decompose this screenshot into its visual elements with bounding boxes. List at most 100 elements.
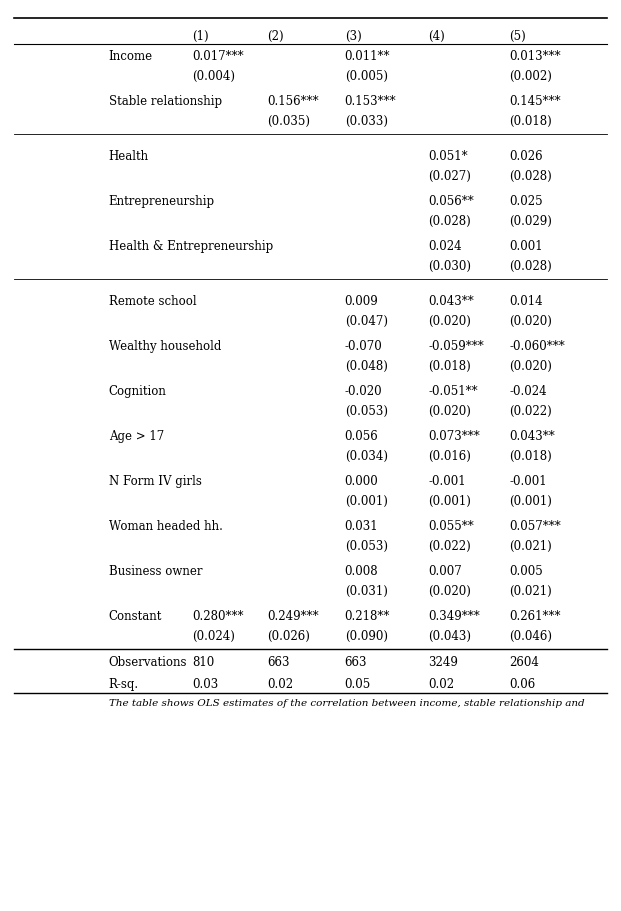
Text: 0.000: 0.000	[345, 475, 378, 488]
Text: (0.033): (0.033)	[345, 115, 388, 128]
Text: (0.001): (0.001)	[345, 495, 388, 508]
Text: (0.029): (0.029)	[509, 215, 552, 228]
Text: Health & Entrepreneurship: Health & Entrepreneurship	[109, 240, 273, 253]
Text: (0.027): (0.027)	[428, 170, 471, 183]
Text: 0.249***: 0.249***	[267, 610, 319, 623]
Text: 0.153***: 0.153***	[345, 95, 396, 108]
Text: 0.014: 0.014	[509, 295, 543, 308]
Text: (2): (2)	[267, 29, 284, 43]
Text: Age > 17: Age > 17	[109, 430, 164, 443]
Text: (0.016): (0.016)	[428, 450, 471, 463]
Text: 0.017***: 0.017***	[193, 50, 244, 63]
Text: (0.020): (0.020)	[428, 315, 471, 328]
Text: 0.011**: 0.011**	[345, 50, 390, 63]
Text: 663: 663	[345, 656, 367, 669]
Text: 0.005: 0.005	[509, 565, 543, 578]
Text: 0.025: 0.025	[509, 195, 543, 208]
Text: 0.043**: 0.043**	[509, 430, 555, 443]
Text: (0.001): (0.001)	[509, 495, 552, 508]
Text: -0.070: -0.070	[345, 340, 383, 353]
Text: (0.022): (0.022)	[428, 540, 471, 553]
Text: 0.031: 0.031	[345, 520, 378, 533]
Text: Cognition: Cognition	[109, 385, 166, 398]
Text: 0.261***: 0.261***	[509, 610, 561, 623]
Text: (5): (5)	[509, 29, 526, 43]
Text: (0.028): (0.028)	[509, 260, 552, 273]
Text: 0.03: 0.03	[193, 678, 219, 691]
Text: 810: 810	[193, 656, 215, 669]
Text: (0.031): (0.031)	[345, 585, 388, 598]
Text: (0.020): (0.020)	[428, 585, 471, 598]
Text: Income: Income	[109, 50, 153, 63]
Text: (0.021): (0.021)	[509, 585, 552, 598]
Text: Observations: Observations	[109, 656, 187, 669]
Text: (0.020): (0.020)	[509, 315, 552, 328]
Text: 0.013***: 0.013***	[509, 50, 561, 63]
Text: (0.035): (0.035)	[267, 115, 310, 128]
Text: (0.047): (0.047)	[345, 315, 388, 328]
Text: (0.030): (0.030)	[428, 260, 471, 273]
Text: 0.06: 0.06	[509, 678, 535, 691]
Text: (0.053): (0.053)	[345, 540, 388, 553]
Text: Wealthy household: Wealthy household	[109, 340, 221, 353]
Text: -0.059***: -0.059***	[428, 340, 484, 353]
Text: 0.001: 0.001	[509, 240, 543, 253]
Text: (0.022): (0.022)	[509, 405, 552, 418]
Text: Entrepreneurship: Entrepreneurship	[109, 195, 215, 208]
Text: (0.024): (0.024)	[193, 630, 235, 643]
Text: Constant: Constant	[109, 610, 162, 623]
Text: (0.005): (0.005)	[345, 70, 388, 83]
Text: (0.020): (0.020)	[509, 360, 552, 373]
Text: 0.043**: 0.043**	[428, 295, 474, 308]
Text: -0.001: -0.001	[428, 475, 466, 488]
Text: Health: Health	[109, 150, 149, 163]
Text: 0.218**: 0.218**	[345, 610, 390, 623]
Text: (0.021): (0.021)	[509, 540, 552, 553]
Text: 3249: 3249	[428, 656, 458, 669]
Text: (0.046): (0.046)	[509, 630, 552, 643]
Text: (0.043): (0.043)	[428, 630, 471, 643]
Text: 0.056: 0.056	[345, 430, 378, 443]
Text: (1): (1)	[193, 29, 209, 43]
Text: 0.057***: 0.057***	[509, 520, 561, 533]
Text: 0.156***: 0.156***	[267, 95, 319, 108]
Text: 0.008: 0.008	[345, 565, 378, 578]
Text: Woman headed hh.: Woman headed hh.	[109, 520, 222, 533]
Text: (0.001): (0.001)	[428, 495, 471, 508]
Text: 0.073***: 0.073***	[428, 430, 480, 443]
Text: 0.02: 0.02	[267, 678, 293, 691]
Text: 0.024: 0.024	[428, 240, 462, 253]
Text: The table shows OLS estimates of the correlation between income, stable relation: The table shows OLS estimates of the cor…	[109, 699, 584, 708]
Text: R-sq.: R-sq.	[109, 678, 139, 691]
Text: -0.001: -0.001	[509, 475, 547, 488]
Text: (0.018): (0.018)	[509, 115, 552, 128]
Text: (4): (4)	[428, 29, 445, 43]
Text: 0.349***: 0.349***	[428, 610, 480, 623]
Text: (0.090): (0.090)	[345, 630, 388, 643]
Text: -0.051**: -0.051**	[428, 385, 478, 398]
Text: (3): (3)	[345, 29, 361, 43]
Text: 0.009: 0.009	[345, 295, 378, 308]
Text: (0.004): (0.004)	[193, 70, 235, 83]
Text: (0.018): (0.018)	[509, 450, 552, 463]
Text: 0.051*: 0.051*	[428, 150, 468, 163]
Text: (0.018): (0.018)	[428, 360, 471, 373]
Text: 0.007: 0.007	[428, 565, 462, 578]
Text: 0.026: 0.026	[509, 150, 543, 163]
Text: 663: 663	[267, 656, 289, 669]
Text: Remote school: Remote school	[109, 295, 196, 308]
Text: (0.034): (0.034)	[345, 450, 388, 463]
Text: (0.048): (0.048)	[345, 360, 388, 373]
Text: 0.02: 0.02	[428, 678, 455, 691]
Text: 0.05: 0.05	[345, 678, 371, 691]
Text: -0.060***: -0.060***	[509, 340, 565, 353]
Text: (0.028): (0.028)	[509, 170, 552, 183]
Text: 0.055**: 0.055**	[428, 520, 474, 533]
Text: 2604: 2604	[509, 656, 539, 669]
Text: 0.056**: 0.056**	[428, 195, 474, 208]
Text: (0.002): (0.002)	[509, 70, 552, 83]
Text: Stable relationship: Stable relationship	[109, 95, 222, 108]
Text: (0.053): (0.053)	[345, 405, 388, 418]
Text: (0.028): (0.028)	[428, 215, 471, 228]
Text: -0.020: -0.020	[345, 385, 383, 398]
